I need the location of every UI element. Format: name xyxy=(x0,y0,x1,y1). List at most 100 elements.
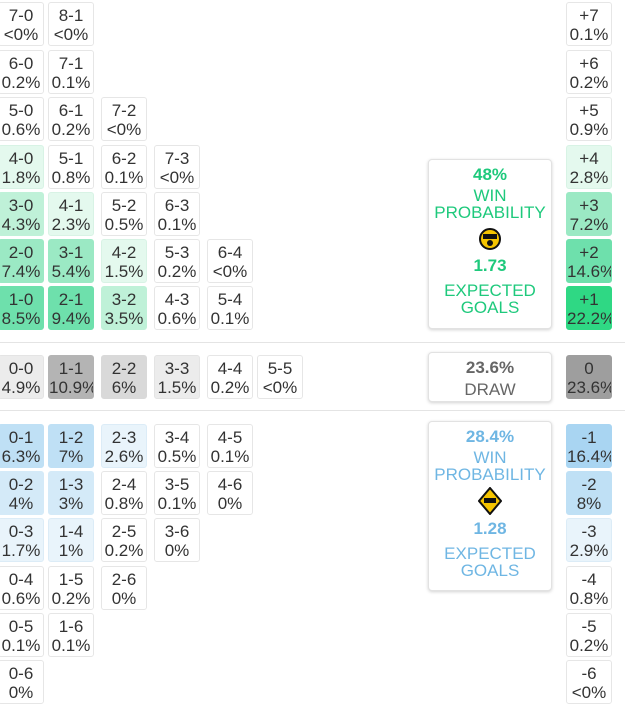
away-score-cell: 0-1 6.3% xyxy=(0,424,44,468)
score-label: 0-3 xyxy=(8,522,34,541)
probability-label: 0.1% xyxy=(51,73,91,92)
home-margin-cell: +5 0.9% xyxy=(566,97,612,141)
away-margin-cell: -3 2.9% xyxy=(566,518,612,562)
home-score-cell: 7-2 <0% xyxy=(101,97,147,141)
away-win-card: 28.4% WIN PROBABILITY 1.28 EXPECTED GOAL… xyxy=(428,421,552,591)
away-win-label-line2: PROBABILITY xyxy=(434,465,546,484)
draw-score-cell: 5-5 <0% xyxy=(257,355,303,399)
probability-label: 0.1% xyxy=(569,25,609,44)
home-score-cell: 5-4 0.1% xyxy=(207,286,253,330)
score-label: -5 xyxy=(581,617,597,636)
home-margin-cell: +4 2.8% xyxy=(566,145,612,189)
score-label: 0 xyxy=(584,359,594,378)
score-label: 5-0 xyxy=(8,101,34,120)
home-score-cell: 5-0 0.6% xyxy=(0,97,44,141)
score-label: -4 xyxy=(581,570,597,589)
score-label: 2-5 xyxy=(111,522,137,541)
home-score-cell: 2-1 9.4% xyxy=(48,286,94,330)
away-score-cell: 3-5 0.1% xyxy=(154,471,200,515)
probability-label: <0% xyxy=(571,683,607,702)
away-score-cell: 1-6 0.1% xyxy=(48,613,94,657)
score-label: 2-2 xyxy=(111,359,137,378)
score-label: 4-6 xyxy=(217,475,243,494)
probability-label: 1.8% xyxy=(1,168,41,187)
score-label: -3 xyxy=(581,522,597,541)
score-label: 7-0 xyxy=(8,6,34,25)
probability-label: 0.8% xyxy=(51,168,91,187)
away-score-cell: 0-5 0.1% xyxy=(0,613,44,657)
away-score-cell: 2-5 0.2% xyxy=(101,518,147,562)
away-margin-cell: -6 <0% xyxy=(566,660,612,704)
away-score-cell: 2-3 2.6% xyxy=(101,424,147,468)
score-label: +3 xyxy=(579,196,599,215)
probability-label: 0.5% xyxy=(157,447,197,466)
probability-label: 0.1% xyxy=(210,309,250,328)
probability-label: 22.2% xyxy=(567,309,612,328)
score-label: 0-4 xyxy=(8,570,34,589)
draw-score-cell: 4-4 0.2% xyxy=(207,355,253,399)
probability-label: <0% xyxy=(53,25,89,44)
away-score-cell: 3-4 0.5% xyxy=(154,424,200,468)
home-margin-cell: +3 7.2% xyxy=(566,192,612,236)
home-win-label-line2: PROBABILITY xyxy=(434,203,546,222)
home-score-cell: 4-1 2.3% xyxy=(48,192,94,236)
score-label: 3-4 xyxy=(164,428,190,447)
away-score-cell: 0-6 0% xyxy=(0,660,44,704)
score-label: 1-5 xyxy=(58,570,84,589)
score-label: 7-2 xyxy=(111,101,137,120)
away-score-cell: 2-4 0.8% xyxy=(101,471,147,515)
draw-score-cell: 3-3 1.5% xyxy=(154,355,200,399)
score-label: +4 xyxy=(579,149,599,168)
probability-label: 0.6% xyxy=(1,589,41,608)
home-score-cell: 5-1 0.8% xyxy=(48,145,94,189)
home-score-cell: 3-1 5.4% xyxy=(48,239,94,283)
probability-label: 7% xyxy=(58,447,84,466)
score-label: 2-6 xyxy=(111,570,137,589)
score-label: 3-0 xyxy=(8,196,34,215)
score-label: 4-5 xyxy=(217,428,243,447)
away-team-badge-icon xyxy=(478,487,502,515)
probability-label: 0.1% xyxy=(1,636,41,655)
score-label: -1 xyxy=(581,428,597,447)
draw-label: DRAW xyxy=(464,380,516,399)
probability-label: 0.6% xyxy=(157,309,197,328)
score-label: 0-6 xyxy=(8,664,34,683)
probability-label: 0.8% xyxy=(569,589,609,608)
away-score-cell: 1-5 0.2% xyxy=(48,566,94,610)
score-label: 8-1 xyxy=(58,6,84,25)
score-label: 4-0 xyxy=(8,149,34,168)
home-score-cell: 4-3 0.6% xyxy=(154,286,200,330)
score-label: 6-3 xyxy=(164,196,190,215)
score-label: 5-5 xyxy=(267,359,293,378)
probability-label: 0.1% xyxy=(51,636,91,655)
home-score-cell: 3-0 4.3% xyxy=(0,192,44,236)
draw-card: 23.6% DRAW xyxy=(428,352,552,402)
draw-margin-cell: 0 23.6% xyxy=(566,355,612,399)
score-label: 4-3 xyxy=(164,290,190,309)
home-win-card: 48% WIN PROBABILITY 1.73 EXPECTED GOALS xyxy=(428,159,552,329)
home-xg-label-line1: EXPECTED xyxy=(444,281,536,300)
probability-label: 0.9% xyxy=(569,120,609,139)
probability-label: 0.2% xyxy=(157,262,197,281)
probability-label: 9.4% xyxy=(51,309,91,328)
home-score-cell: 7-1 0.1% xyxy=(48,50,94,94)
score-label: 5-4 xyxy=(217,290,243,309)
score-label: +6 xyxy=(579,54,599,73)
away-win-percentage: 28.4% xyxy=(465,427,515,446)
probability-label: 0% xyxy=(164,541,190,560)
probability-label: 23.6% xyxy=(567,378,612,397)
home-margin-cell: +1 22.2% xyxy=(566,286,612,330)
home-score-cell: 6-2 0.1% xyxy=(101,145,147,189)
away-score-cell: 3-6 0% xyxy=(154,518,200,562)
away-score-cell: 0-2 4% xyxy=(0,471,44,515)
score-label: +2 xyxy=(579,243,599,262)
probability-label: <0% xyxy=(262,378,298,397)
score-label: 3-1 xyxy=(58,243,84,262)
probability-label: 16.4% xyxy=(567,447,612,466)
score-label: 7-1 xyxy=(58,54,84,73)
probability-label: 14.6% xyxy=(567,262,612,281)
probability-label: 4.3% xyxy=(1,215,41,234)
score-label: 5-2 xyxy=(111,196,137,215)
probability-label: 6% xyxy=(111,378,137,397)
home-score-cell: 6-4 <0% xyxy=(207,239,253,283)
